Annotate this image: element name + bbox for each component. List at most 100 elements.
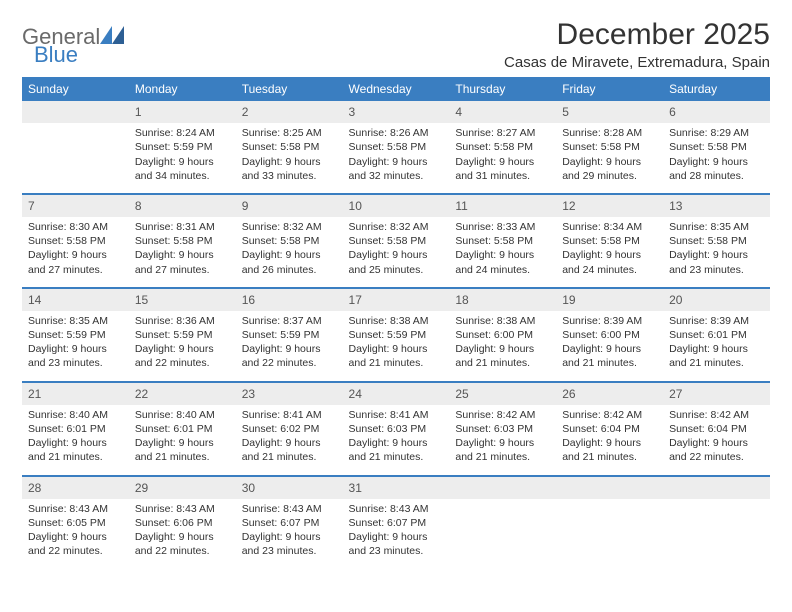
day-number-cell [663, 476, 770, 499]
day-info-cell: Sunrise: 8:43 AMSunset: 6:07 PMDaylight:… [343, 499, 450, 569]
day-info-cell: Sunrise: 8:35 AMSunset: 5:58 PMDaylight:… [663, 217, 770, 288]
week-daynum-row: 21222324252627 [22, 382, 770, 405]
day-info-text: Sunrise: 8:38 AMSunset: 6:00 PMDaylight:… [455, 314, 550, 371]
day-info-text: Sunrise: 8:39 AMSunset: 6:00 PMDaylight:… [562, 314, 657, 371]
day-info-text: Sunrise: 8:43 AMSunset: 6:07 PMDaylight:… [242, 502, 337, 559]
day-info-cell: Sunrise: 8:33 AMSunset: 5:58 PMDaylight:… [449, 217, 556, 288]
day-info-text: Sunrise: 8:43 AMSunset: 6:06 PMDaylight:… [135, 502, 230, 559]
day-number-cell: 8 [129, 194, 236, 217]
week-info-row: Sunrise: 8:35 AMSunset: 5:59 PMDaylight:… [22, 311, 770, 382]
day-number-cell: 21 [22, 382, 129, 405]
title-block: December 2025 Casas de Miravete, Extrema… [504, 18, 770, 71]
week-daynum-row: 28293031 [22, 476, 770, 499]
day-info-text: Sunrise: 8:30 AMSunset: 5:58 PMDaylight:… [28, 220, 123, 277]
page-header: General December 2025 Casas de Miravete,… [22, 18, 770, 71]
day-number-cell: 1 [129, 101, 236, 123]
day-info-text: Sunrise: 8:38 AMSunset: 5:59 PMDaylight:… [349, 314, 444, 371]
day-info-cell: Sunrise: 8:32 AMSunset: 5:58 PMDaylight:… [343, 217, 450, 288]
weekday-header: Saturday [663, 77, 770, 101]
day-number-cell: 4 [449, 101, 556, 123]
day-number-cell: 17 [343, 288, 450, 311]
calendar-table: SundayMondayTuesdayWednesdayThursdayFrid… [22, 77, 770, 568]
day-info-cell: Sunrise: 8:42 AMSunset: 6:03 PMDaylight:… [449, 405, 556, 476]
day-number-cell: 19 [556, 288, 663, 311]
day-number-cell: 30 [236, 476, 343, 499]
day-info-cell: Sunrise: 8:29 AMSunset: 5:58 PMDaylight:… [663, 123, 770, 194]
day-number-cell [22, 101, 129, 123]
day-info-cell: Sunrise: 8:36 AMSunset: 5:59 PMDaylight:… [129, 311, 236, 382]
location-text: Casas de Miravete, Extremadura, Spain [504, 54, 770, 71]
day-info-cell: Sunrise: 8:43 AMSunset: 6:05 PMDaylight:… [22, 499, 129, 569]
day-info-text: Sunrise: 8:36 AMSunset: 5:59 PMDaylight:… [135, 314, 230, 371]
day-number-cell [556, 476, 663, 499]
day-info-text: Sunrise: 8:35 AMSunset: 5:59 PMDaylight:… [28, 314, 123, 371]
day-number-cell: 16 [236, 288, 343, 311]
day-info-cell: Sunrise: 8:25 AMSunset: 5:58 PMDaylight:… [236, 123, 343, 194]
brand-part2-wrap: Blue [34, 42, 78, 68]
day-info-text: Sunrise: 8:28 AMSunset: 5:58 PMDaylight:… [562, 126, 657, 183]
day-info-cell: Sunrise: 8:27 AMSunset: 5:58 PMDaylight:… [449, 123, 556, 194]
day-info-text: Sunrise: 8:31 AMSunset: 5:58 PMDaylight:… [135, 220, 230, 277]
day-info-text: Sunrise: 8:27 AMSunset: 5:58 PMDaylight:… [455, 126, 550, 183]
day-info-text: Sunrise: 8:34 AMSunset: 5:58 PMDaylight:… [562, 220, 657, 277]
day-info-cell [663, 499, 770, 569]
weekday-header: Monday [129, 77, 236, 101]
week-daynum-row: 14151617181920 [22, 288, 770, 311]
day-number-cell: 24 [343, 382, 450, 405]
day-number-cell: 23 [236, 382, 343, 405]
week-daynum-row: 78910111213 [22, 194, 770, 217]
day-info-cell: Sunrise: 8:31 AMSunset: 5:58 PMDaylight:… [129, 217, 236, 288]
day-info-cell: Sunrise: 8:39 AMSunset: 6:00 PMDaylight:… [556, 311, 663, 382]
day-number-cell: 14 [22, 288, 129, 311]
day-info-cell: Sunrise: 8:38 AMSunset: 6:00 PMDaylight:… [449, 311, 556, 382]
day-info-cell: Sunrise: 8:24 AMSunset: 5:59 PMDaylight:… [129, 123, 236, 194]
weekday-row: SundayMondayTuesdayWednesdayThursdayFrid… [22, 77, 770, 101]
day-number-cell: 9 [236, 194, 343, 217]
day-info-cell: Sunrise: 8:42 AMSunset: 6:04 PMDaylight:… [663, 405, 770, 476]
day-info-text: Sunrise: 8:42 AMSunset: 6:04 PMDaylight:… [669, 408, 764, 465]
day-info-text: Sunrise: 8:33 AMSunset: 5:58 PMDaylight:… [455, 220, 550, 277]
day-number-cell: 12 [556, 194, 663, 217]
day-info-cell: Sunrise: 8:41 AMSunset: 6:02 PMDaylight:… [236, 405, 343, 476]
day-info-cell: Sunrise: 8:34 AMSunset: 5:58 PMDaylight:… [556, 217, 663, 288]
day-number-cell: 26 [556, 382, 663, 405]
week-info-row: Sunrise: 8:40 AMSunset: 6:01 PMDaylight:… [22, 405, 770, 476]
day-info-cell [556, 499, 663, 569]
week-daynum-row: 123456 [22, 101, 770, 123]
brand-triangle-icon [100, 26, 124, 49]
weekday-header: Wednesday [343, 77, 450, 101]
day-number-cell: 10 [343, 194, 450, 217]
weekday-header: Friday [556, 77, 663, 101]
day-number-cell: 29 [129, 476, 236, 499]
day-number-cell: 5 [556, 101, 663, 123]
day-number-cell: 22 [129, 382, 236, 405]
brand-part2: Blue [34, 42, 78, 67]
day-number-cell: 15 [129, 288, 236, 311]
day-info-text: Sunrise: 8:32 AMSunset: 5:58 PMDaylight:… [349, 220, 444, 277]
day-number-cell: 11 [449, 194, 556, 217]
day-info-cell: Sunrise: 8:40 AMSunset: 6:01 PMDaylight:… [129, 405, 236, 476]
day-info-cell: Sunrise: 8:32 AMSunset: 5:58 PMDaylight:… [236, 217, 343, 288]
day-info-cell: Sunrise: 8:39 AMSunset: 6:01 PMDaylight:… [663, 311, 770, 382]
day-info-cell: Sunrise: 8:30 AMSunset: 5:58 PMDaylight:… [22, 217, 129, 288]
day-info-text: Sunrise: 8:43 AMSunset: 6:07 PMDaylight:… [349, 502, 444, 559]
day-info-cell: Sunrise: 8:41 AMSunset: 6:03 PMDaylight:… [343, 405, 450, 476]
day-info-cell [449, 499, 556, 569]
day-number-cell: 28 [22, 476, 129, 499]
weekday-header: Thursday [449, 77, 556, 101]
month-title: December 2025 [504, 18, 770, 52]
day-info-text: Sunrise: 8:24 AMSunset: 5:59 PMDaylight:… [135, 126, 230, 183]
day-info-text: Sunrise: 8:39 AMSunset: 6:01 PMDaylight:… [669, 314, 764, 371]
day-info-text: Sunrise: 8:42 AMSunset: 6:04 PMDaylight:… [562, 408, 657, 465]
day-info-cell: Sunrise: 8:26 AMSunset: 5:58 PMDaylight:… [343, 123, 450, 194]
day-number-cell: 31 [343, 476, 450, 499]
day-info-text: Sunrise: 8:43 AMSunset: 6:05 PMDaylight:… [28, 502, 123, 559]
day-info-cell: Sunrise: 8:28 AMSunset: 5:58 PMDaylight:… [556, 123, 663, 194]
day-info-cell: Sunrise: 8:42 AMSunset: 6:04 PMDaylight:… [556, 405, 663, 476]
day-number-cell: 3 [343, 101, 450, 123]
day-info-text: Sunrise: 8:37 AMSunset: 5:59 PMDaylight:… [242, 314, 337, 371]
week-info-row: Sunrise: 8:43 AMSunset: 6:05 PMDaylight:… [22, 499, 770, 569]
day-number-cell: 20 [663, 288, 770, 311]
day-info-text: Sunrise: 8:26 AMSunset: 5:58 PMDaylight:… [349, 126, 444, 183]
day-info-text: Sunrise: 8:32 AMSunset: 5:58 PMDaylight:… [242, 220, 337, 277]
